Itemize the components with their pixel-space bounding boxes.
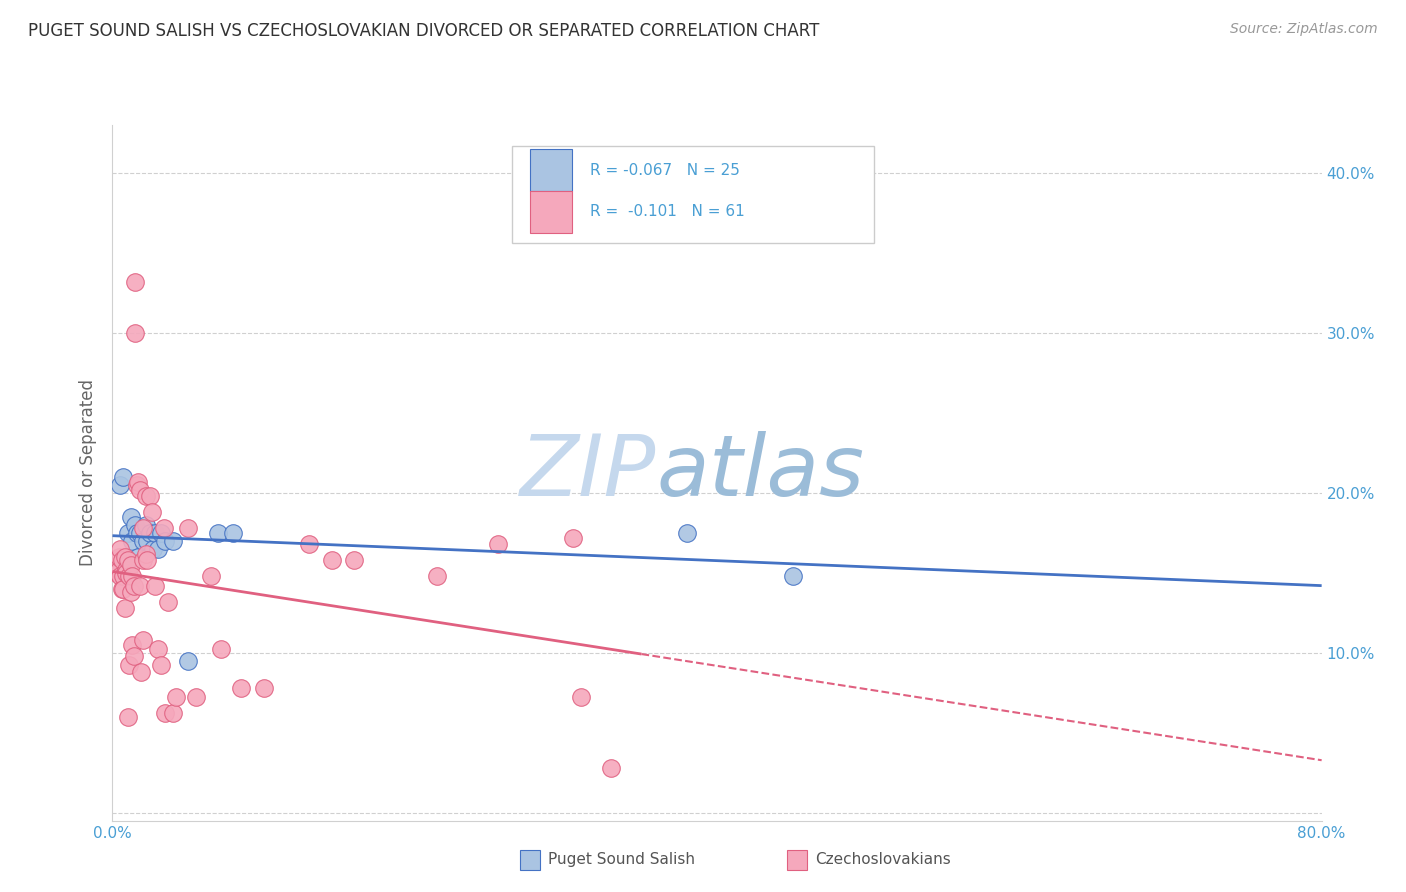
Point — [343, 553, 366, 567]
Point — [118, 569, 141, 583]
Point — [112, 569, 135, 583]
Text: R = -0.067   N = 25: R = -0.067 N = 25 — [591, 162, 740, 178]
Point — [149, 525, 172, 540]
Point — [107, 562, 129, 576]
Point — [136, 553, 159, 567]
Point — [426, 569, 449, 583]
Point — [108, 477, 131, 491]
Point — [782, 569, 804, 583]
Point — [124, 517, 146, 532]
Point — [122, 648, 145, 663]
Point — [132, 553, 155, 567]
Point — [298, 537, 321, 551]
Text: ZIP: ZIP — [520, 431, 657, 515]
Point — [117, 525, 139, 540]
Point — [120, 558, 142, 572]
Point — [675, 525, 697, 540]
Point — [120, 509, 142, 524]
Point — [127, 549, 149, 564]
FancyBboxPatch shape — [530, 191, 572, 233]
Point — [229, 681, 252, 695]
Point — [155, 706, 177, 721]
Point — [128, 578, 150, 592]
Point — [115, 558, 138, 572]
Point — [129, 665, 152, 679]
Text: Source: ZipAtlas.com: Source: ZipAtlas.com — [1230, 22, 1378, 37]
Point — [146, 541, 169, 556]
Point — [135, 547, 157, 561]
Point — [121, 638, 143, 652]
Point — [117, 709, 139, 723]
Text: Czechoslovakians: Czechoslovakians — [815, 853, 952, 867]
Point — [121, 569, 143, 583]
Point — [146, 642, 169, 657]
Point — [135, 489, 157, 503]
Point — [132, 533, 155, 548]
Point — [162, 706, 184, 721]
Point — [143, 578, 166, 592]
Point — [120, 585, 142, 599]
Point — [114, 549, 136, 564]
Point — [114, 601, 136, 615]
Point — [139, 525, 162, 540]
Point — [121, 533, 143, 548]
FancyBboxPatch shape — [512, 145, 875, 244]
Point — [142, 541, 165, 556]
Point — [162, 533, 184, 548]
Point — [165, 690, 187, 705]
Point — [149, 658, 172, 673]
Text: atlas: atlas — [657, 431, 865, 515]
Point — [177, 521, 200, 535]
Point — [562, 531, 585, 545]
Point — [184, 690, 207, 705]
FancyBboxPatch shape — [530, 149, 572, 191]
Point — [209, 642, 232, 657]
Point — [108, 541, 131, 556]
Point — [112, 582, 135, 596]
Point — [132, 632, 155, 647]
Point — [136, 533, 159, 548]
Point — [110, 553, 132, 567]
Point — [143, 525, 166, 540]
Point — [600, 761, 623, 775]
Point — [222, 525, 245, 540]
Point — [104, 553, 127, 567]
Point — [117, 553, 139, 567]
Point — [141, 505, 163, 519]
Point — [569, 690, 592, 705]
Text: Puget Sound Salish: Puget Sound Salish — [548, 853, 696, 867]
Point — [128, 483, 150, 497]
Point — [157, 594, 180, 608]
Y-axis label: Divorced or Separated: Divorced or Separated — [79, 379, 97, 566]
Point — [110, 582, 132, 596]
Point — [139, 489, 162, 503]
Point — [207, 525, 229, 540]
Point — [153, 521, 176, 535]
Point — [115, 562, 138, 576]
Point — [200, 569, 222, 583]
Point — [132, 521, 155, 535]
Point — [107, 549, 129, 564]
Point — [125, 525, 148, 540]
Point — [321, 553, 343, 567]
Point — [128, 525, 150, 540]
Point — [127, 475, 149, 489]
Point — [124, 326, 146, 340]
Point — [108, 569, 131, 583]
Text: R =  -0.101   N = 61: R = -0.101 N = 61 — [591, 204, 745, 219]
Point — [135, 517, 157, 532]
Point — [124, 275, 146, 289]
Point — [118, 658, 141, 673]
Point — [115, 566, 138, 580]
Text: PUGET SOUND SALISH VS CZECHOSLOVAKIAN DIVORCED OR SEPARATED CORRELATION CHART: PUGET SOUND SALISH VS CZECHOSLOVAKIAN DI… — [28, 22, 820, 40]
Point — [122, 578, 145, 592]
Point — [112, 469, 135, 483]
Point — [125, 477, 148, 491]
Point — [253, 681, 276, 695]
Point — [177, 654, 200, 668]
Point — [155, 533, 177, 548]
Point — [105, 566, 128, 580]
Point — [486, 537, 509, 551]
